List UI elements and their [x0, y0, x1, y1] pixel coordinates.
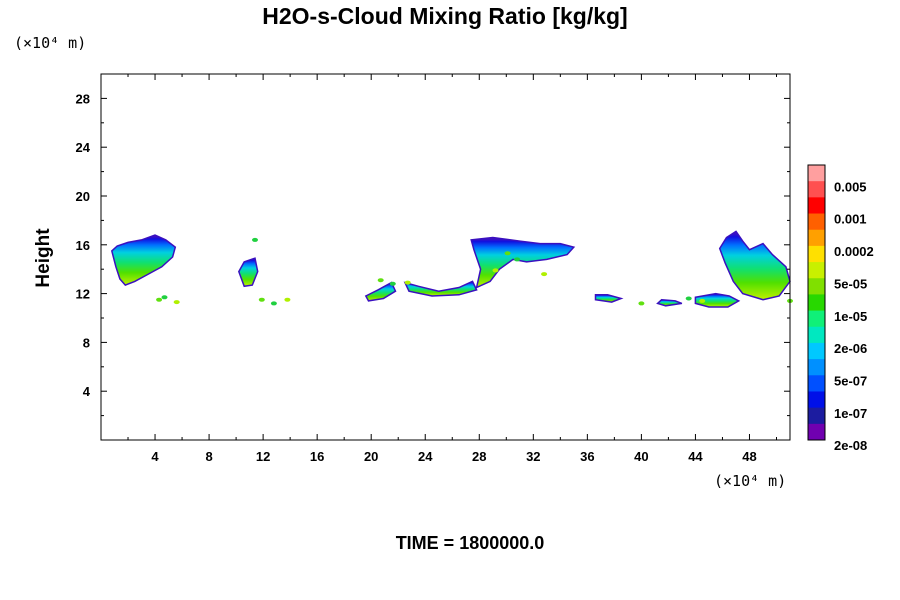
x-tick-label: 24: [418, 449, 433, 464]
cloud-patch-9: [492, 268, 499, 273]
x-tick-label: 4: [151, 449, 159, 464]
y-tick-label: 4: [83, 384, 91, 399]
y-axis-label: Height: [33, 228, 54, 288]
cloud-patch-18: [404, 280, 411, 285]
legend-swatch: [808, 245, 825, 263]
cloud-patch-5: [270, 301, 277, 306]
cloud-patch-10: [504, 251, 511, 256]
legend-swatch: [808, 262, 825, 279]
legend-label: 0.0002: [834, 244, 874, 259]
x-axis-unit: (×10⁴ m): [714, 472, 786, 490]
cloud-patch-13: [638, 301, 645, 306]
legend-swatch: [808, 213, 825, 231]
legend-frame: [807, 164, 826, 441]
x-tick-label: 32: [526, 449, 540, 464]
legend-swatch: [808, 181, 825, 198]
cloud-patch-1: [156, 297, 163, 302]
chart-title: H2O-s-Cloud Mixing Ratio [kg/kg]: [262, 3, 627, 29]
legend-label: 1e-05: [834, 309, 867, 324]
legend-label: 0.005: [834, 179, 867, 194]
legend-swatch: [808, 278, 825, 295]
y-tick-label: 28: [76, 91, 90, 106]
legend-label: 5e-05: [834, 276, 867, 291]
cloud-patch-8: [389, 281, 396, 286]
legend-swatch: [808, 197, 825, 214]
cloud-region-2: [237, 257, 259, 288]
cloud-patch-12: [541, 272, 548, 277]
legend-label: 5e-07: [834, 374, 867, 389]
x-tick-label: 20: [364, 449, 378, 464]
cloud-patch-14: [685, 296, 692, 301]
legend-swatch: [808, 375, 825, 392]
plot-frame: [100, 73, 791, 441]
cloud-region-7: [594, 294, 624, 303]
cloud-region-9: [694, 292, 741, 308]
x-tick-label: 12: [256, 449, 270, 464]
y-tick-label: 12: [76, 287, 90, 302]
time-label: TIME = 1800000.0: [396, 533, 545, 553]
legend-label: 0.001: [834, 212, 867, 227]
x-tick-label: 40: [634, 449, 648, 464]
x-tick-label: 8: [205, 449, 212, 464]
legend-swatch: [808, 326, 825, 344]
cloud-patch-6: [284, 297, 291, 302]
x-tick-label: 36: [580, 449, 594, 464]
cloud-region-8: [656, 298, 683, 307]
y-axis-unit: (×10⁴ m): [14, 34, 86, 52]
cloud-patch-2: [161, 295, 168, 300]
legend-swatch: [808, 294, 825, 311]
legend-swatch: [808, 165, 825, 182]
cloud-patch-3: [173, 300, 180, 305]
legend-swatch: [808, 342, 825, 360]
cloud-patch-15: [699, 298, 706, 303]
x-tick-label: 44: [688, 449, 703, 464]
legend-swatch: [808, 310, 825, 328]
cloud-patch-11: [514, 257, 521, 262]
cloud-patch-17: [252, 237, 258, 242]
x-tick-label: 48: [742, 449, 756, 464]
cloud-field: [110, 230, 793, 308]
cloud-region-4: [718, 230, 791, 301]
y-tick-label: 20: [76, 189, 90, 204]
y-tick-label: 24: [76, 140, 91, 155]
y-tick-label: 8: [83, 335, 90, 350]
legend-swatch: [808, 423, 825, 441]
legend-label: 1e-07: [834, 406, 867, 421]
cloud-region-6: [364, 281, 397, 302]
cloud-patch-4: [258, 297, 265, 302]
legend-label: 2e-06: [834, 341, 867, 356]
x-tick-label: 16: [310, 449, 324, 464]
legend-swatch: [808, 391, 825, 409]
x-tick-label: 28: [472, 449, 486, 464]
cloud-region-5: [403, 280, 478, 297]
color-legend: 0.005 0.001 0.0002 5e-05 1e-05 2e-06 5e-07 1e-0…: [807, 164, 874, 453]
cloud-region-1: [110, 234, 177, 286]
cloud-region-3: [470, 236, 576, 289]
legend-label: 2e-08: [834, 438, 867, 453]
legend-swatch: [808, 407, 825, 425]
cloud-patch-7: [377, 278, 384, 283]
y-tick-label: 16: [76, 238, 90, 253]
legend-swatch: [808, 359, 825, 376]
legend-swatch: [808, 229, 825, 247]
